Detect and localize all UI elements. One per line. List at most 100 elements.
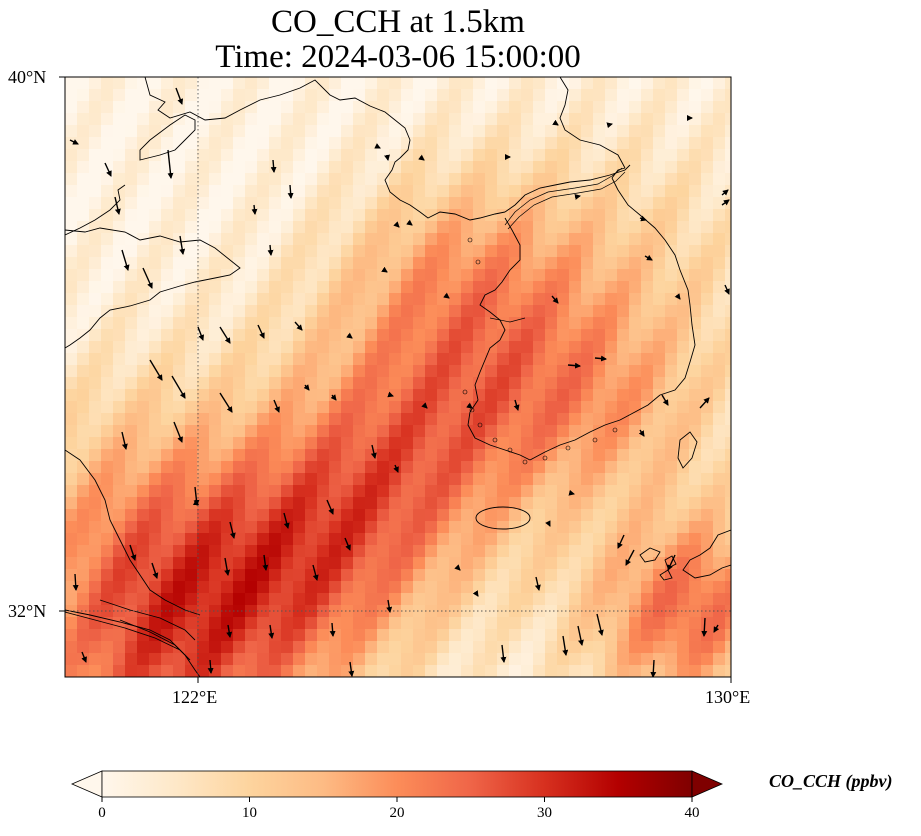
field-cell — [689, 365, 702, 378]
field-cell — [413, 365, 426, 378]
field-cell — [281, 209, 294, 222]
field-cell — [497, 629, 510, 642]
field-cell — [569, 581, 582, 594]
wind-arrow — [224, 557, 231, 576]
field-cell — [281, 545, 294, 558]
field-cell — [677, 353, 690, 366]
field-cell — [197, 449, 210, 462]
field-cell — [77, 437, 90, 450]
field-cell — [305, 665, 318, 677]
field-cell — [293, 209, 306, 222]
field-cell — [557, 653, 570, 666]
field-cell — [185, 365, 198, 378]
field-cell — [221, 497, 234, 510]
field-cell — [641, 593, 654, 606]
field-cell — [245, 377, 258, 390]
field-cell — [125, 461, 138, 474]
field-cell — [701, 317, 714, 330]
field-cell — [101, 473, 114, 486]
field-cell — [617, 461, 630, 474]
field-cell — [389, 533, 402, 546]
field-cell — [197, 365, 210, 378]
field-cell — [473, 353, 486, 366]
field-cell — [521, 269, 534, 282]
field-cell — [101, 377, 114, 390]
field-cell — [305, 125, 318, 138]
field-cell — [677, 257, 690, 270]
field-cell — [725, 305, 731, 318]
field-cell — [233, 605, 246, 618]
field-cell — [317, 653, 330, 666]
field-cell — [221, 377, 234, 390]
field-cell — [509, 545, 522, 558]
field-cell — [89, 281, 102, 294]
field-cell — [125, 209, 138, 222]
field-cell — [617, 281, 630, 294]
field-cell — [581, 173, 594, 186]
field-cell — [257, 617, 270, 630]
field-cell — [77, 425, 90, 438]
field-cell — [401, 605, 414, 618]
field-cell — [89, 329, 102, 342]
field-cell — [569, 641, 582, 654]
field-cell — [413, 233, 426, 246]
field-cell — [485, 137, 498, 150]
field-cell — [533, 497, 546, 510]
field-cell — [377, 365, 390, 378]
field-cell — [437, 377, 450, 390]
field-cell — [545, 245, 558, 258]
field-cell — [497, 269, 510, 282]
field-cell — [593, 641, 606, 654]
field-cell — [185, 257, 198, 270]
field-cell — [233, 461, 246, 474]
field-cell — [65, 425, 78, 438]
field-cell — [413, 665, 426, 677]
field-cell — [461, 437, 474, 450]
field-cell — [401, 317, 414, 330]
field-cell — [653, 557, 666, 570]
wind-arrow — [406, 219, 413, 226]
field-cell — [533, 437, 546, 450]
field-cell — [221, 617, 234, 630]
wind-arrow — [346, 332, 353, 339]
field-cell — [617, 365, 630, 378]
field-cell — [461, 497, 474, 510]
field-cell — [569, 605, 582, 618]
field-cell — [521, 89, 534, 102]
wind-arrow — [329, 622, 336, 637]
field-cell — [713, 125, 726, 138]
field-cell — [365, 197, 378, 210]
field-cell — [713, 593, 726, 606]
field-cell — [485, 233, 498, 246]
field-cell — [641, 413, 654, 426]
field-cell — [149, 317, 162, 330]
field-cell — [305, 557, 318, 570]
wind-arrow — [142, 267, 153, 289]
field-cell — [677, 305, 690, 318]
field-cell — [497, 605, 510, 618]
field-cell — [329, 425, 342, 438]
colorbar-gradient — [101, 770, 693, 798]
field-cell — [185, 221, 198, 234]
field-cell — [341, 149, 354, 162]
field-cell — [353, 629, 366, 642]
field-cell — [377, 257, 390, 270]
field-cell — [605, 341, 618, 354]
field-cell — [149, 353, 162, 366]
field-cell — [353, 401, 366, 414]
field-cell — [233, 173, 246, 186]
field-cell — [293, 293, 306, 306]
field-cell — [425, 89, 438, 102]
field-cell — [629, 377, 642, 390]
field-cell — [425, 245, 438, 258]
wind-arrow — [713, 624, 720, 633]
field-cell — [497, 137, 510, 150]
field-cell — [521, 401, 534, 414]
field-cell — [701, 377, 714, 390]
field-cell — [305, 245, 318, 258]
field-cell — [485, 353, 498, 366]
lon-tick-130e: 130°E — [705, 687, 751, 707]
field-cell — [281, 593, 294, 606]
field-cell — [521, 353, 534, 366]
field-cell — [689, 665, 702, 677]
